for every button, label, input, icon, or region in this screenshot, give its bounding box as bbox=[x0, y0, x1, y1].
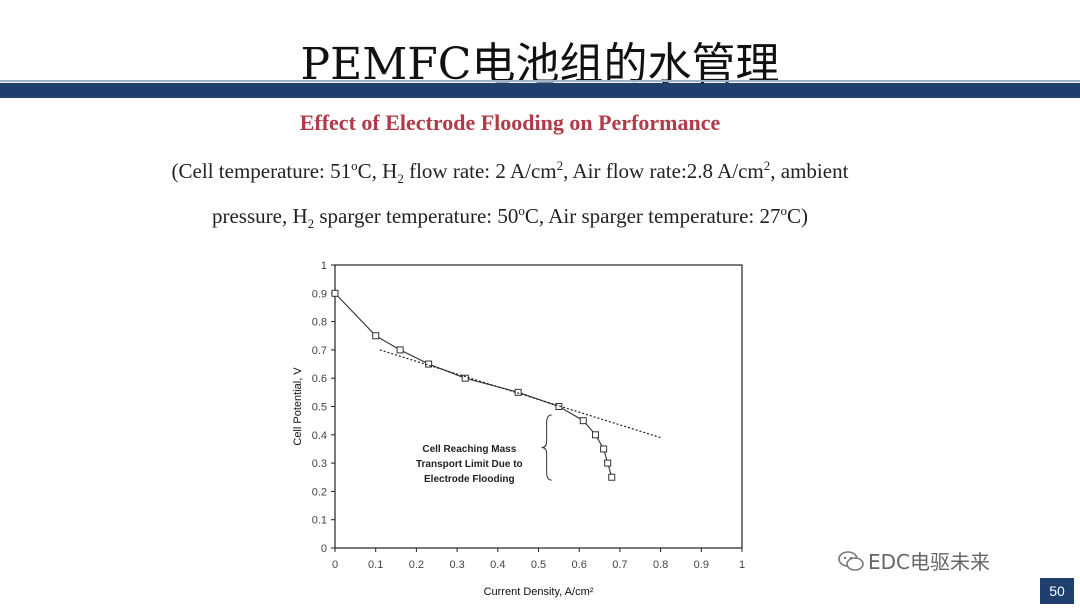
watermark: EDC电驱未来 bbox=[838, 546, 990, 575]
cond-sup: o bbox=[780, 203, 788, 219]
cond-sup: o bbox=[351, 158, 358, 173]
data-point bbox=[461, 374, 469, 382]
cond-sub: 2 bbox=[397, 171, 404, 187]
fit-line bbox=[379, 349, 661, 439]
cond-part: C, H bbox=[357, 159, 398, 183]
x-axis-label: Current Density, A/cm² bbox=[484, 586, 594, 598]
data-point bbox=[579, 417, 587, 425]
y-tick-label: 0.7 bbox=[312, 345, 327, 357]
annotation-text: Transport Limit Due to bbox=[416, 459, 523, 470]
x-tick-label: 0.1 bbox=[368, 559, 383, 571]
cond-sub: 2 bbox=[307, 216, 315, 232]
annotation-text: Cell Reaching Mass bbox=[422, 444, 516, 455]
y-axis-label: Cell Potential, V bbox=[292, 367, 304, 446]
cond-part: C) bbox=[787, 204, 809, 229]
plot-frame bbox=[334, 264, 743, 549]
cond-part: sparger temperature: 50 bbox=[314, 204, 519, 229]
y-tick-label: 0.4 bbox=[312, 430, 327, 442]
x-tick-label: 0.4 bbox=[490, 559, 505, 571]
cond-part: , Air flow rate:2.8 A/cm bbox=[563, 159, 764, 183]
y-tick-label: 1 bbox=[321, 260, 327, 272]
x-tick-label: 0.6 bbox=[572, 559, 587, 571]
cond-sup: 2 bbox=[763, 158, 771, 173]
cond-sup: 2 bbox=[556, 158, 564, 173]
watermark-text: EDC电驱未来 bbox=[868, 550, 991, 574]
test-conditions: (Cell temperature: 51oC, H2 flow rate: 2… bbox=[140, 150, 880, 240]
data-point bbox=[425, 360, 433, 368]
data-point bbox=[591, 431, 599, 439]
annotation-text: Electrode Flooding bbox=[424, 474, 515, 485]
data-point bbox=[396, 346, 404, 354]
data-point bbox=[608, 473, 616, 481]
cond-part: (Cell temperature: 51 bbox=[171, 159, 352, 183]
data-point bbox=[372, 332, 380, 340]
data-point bbox=[604, 459, 612, 467]
y-tick-label: 0.3 bbox=[312, 458, 327, 470]
data-point bbox=[600, 445, 608, 453]
cond-sup: o bbox=[518, 203, 525, 219]
x-tick-label: 0.5 bbox=[531, 559, 546, 571]
data-point bbox=[555, 403, 563, 410]
x-tick-label: 0 bbox=[332, 559, 338, 571]
x-tick-label: 0.7 bbox=[612, 559, 627, 571]
y-tick-label: 0 bbox=[321, 543, 327, 555]
x-tick-label: 0.3 bbox=[449, 559, 464, 571]
annotation-brace bbox=[541, 414, 552, 481]
y-tick-label: 0.5 bbox=[312, 402, 327, 414]
x-tick-label: 0.9 bbox=[694, 559, 709, 571]
y-tick-label: 0.8 bbox=[312, 317, 327, 329]
y-tick-label: 0.9 bbox=[312, 288, 327, 300]
y-tick-label: 0.2 bbox=[312, 486, 327, 498]
title-underline-bar bbox=[0, 83, 1080, 98]
cond-part: flow rate: 2 A/cm bbox=[403, 159, 557, 183]
cond-part: , ambient pressure, H bbox=[211, 159, 849, 229]
title-underline-thin bbox=[0, 80, 1080, 82]
chart-subtitle: Effect of Electrode Flooding on Performa… bbox=[299, 110, 721, 135]
cond-part: C, Air sparger temperature: 27 bbox=[524, 204, 781, 229]
x-tick-label: 0.2 bbox=[409, 559, 424, 571]
polarization-chart: 0 0.1 0.2 0.3 0.4 0.5 0.6 0.7 0.8 0.9 1 0 0.1 0.2 0.3 0… bbox=[292, 260, 745, 598]
x-tick-label: 0.8 bbox=[653, 559, 668, 571]
wechat-icon bbox=[838, 550, 864, 571]
data-point bbox=[331, 289, 339, 297]
x-tick-label: 1 bbox=[739, 559, 745, 571]
y-tick-label: 0.1 bbox=[312, 515, 327, 527]
y-tick-label: 0.6 bbox=[312, 373, 327, 385]
data-point bbox=[514, 388, 522, 396]
page-number: 50 bbox=[1040, 578, 1074, 604]
